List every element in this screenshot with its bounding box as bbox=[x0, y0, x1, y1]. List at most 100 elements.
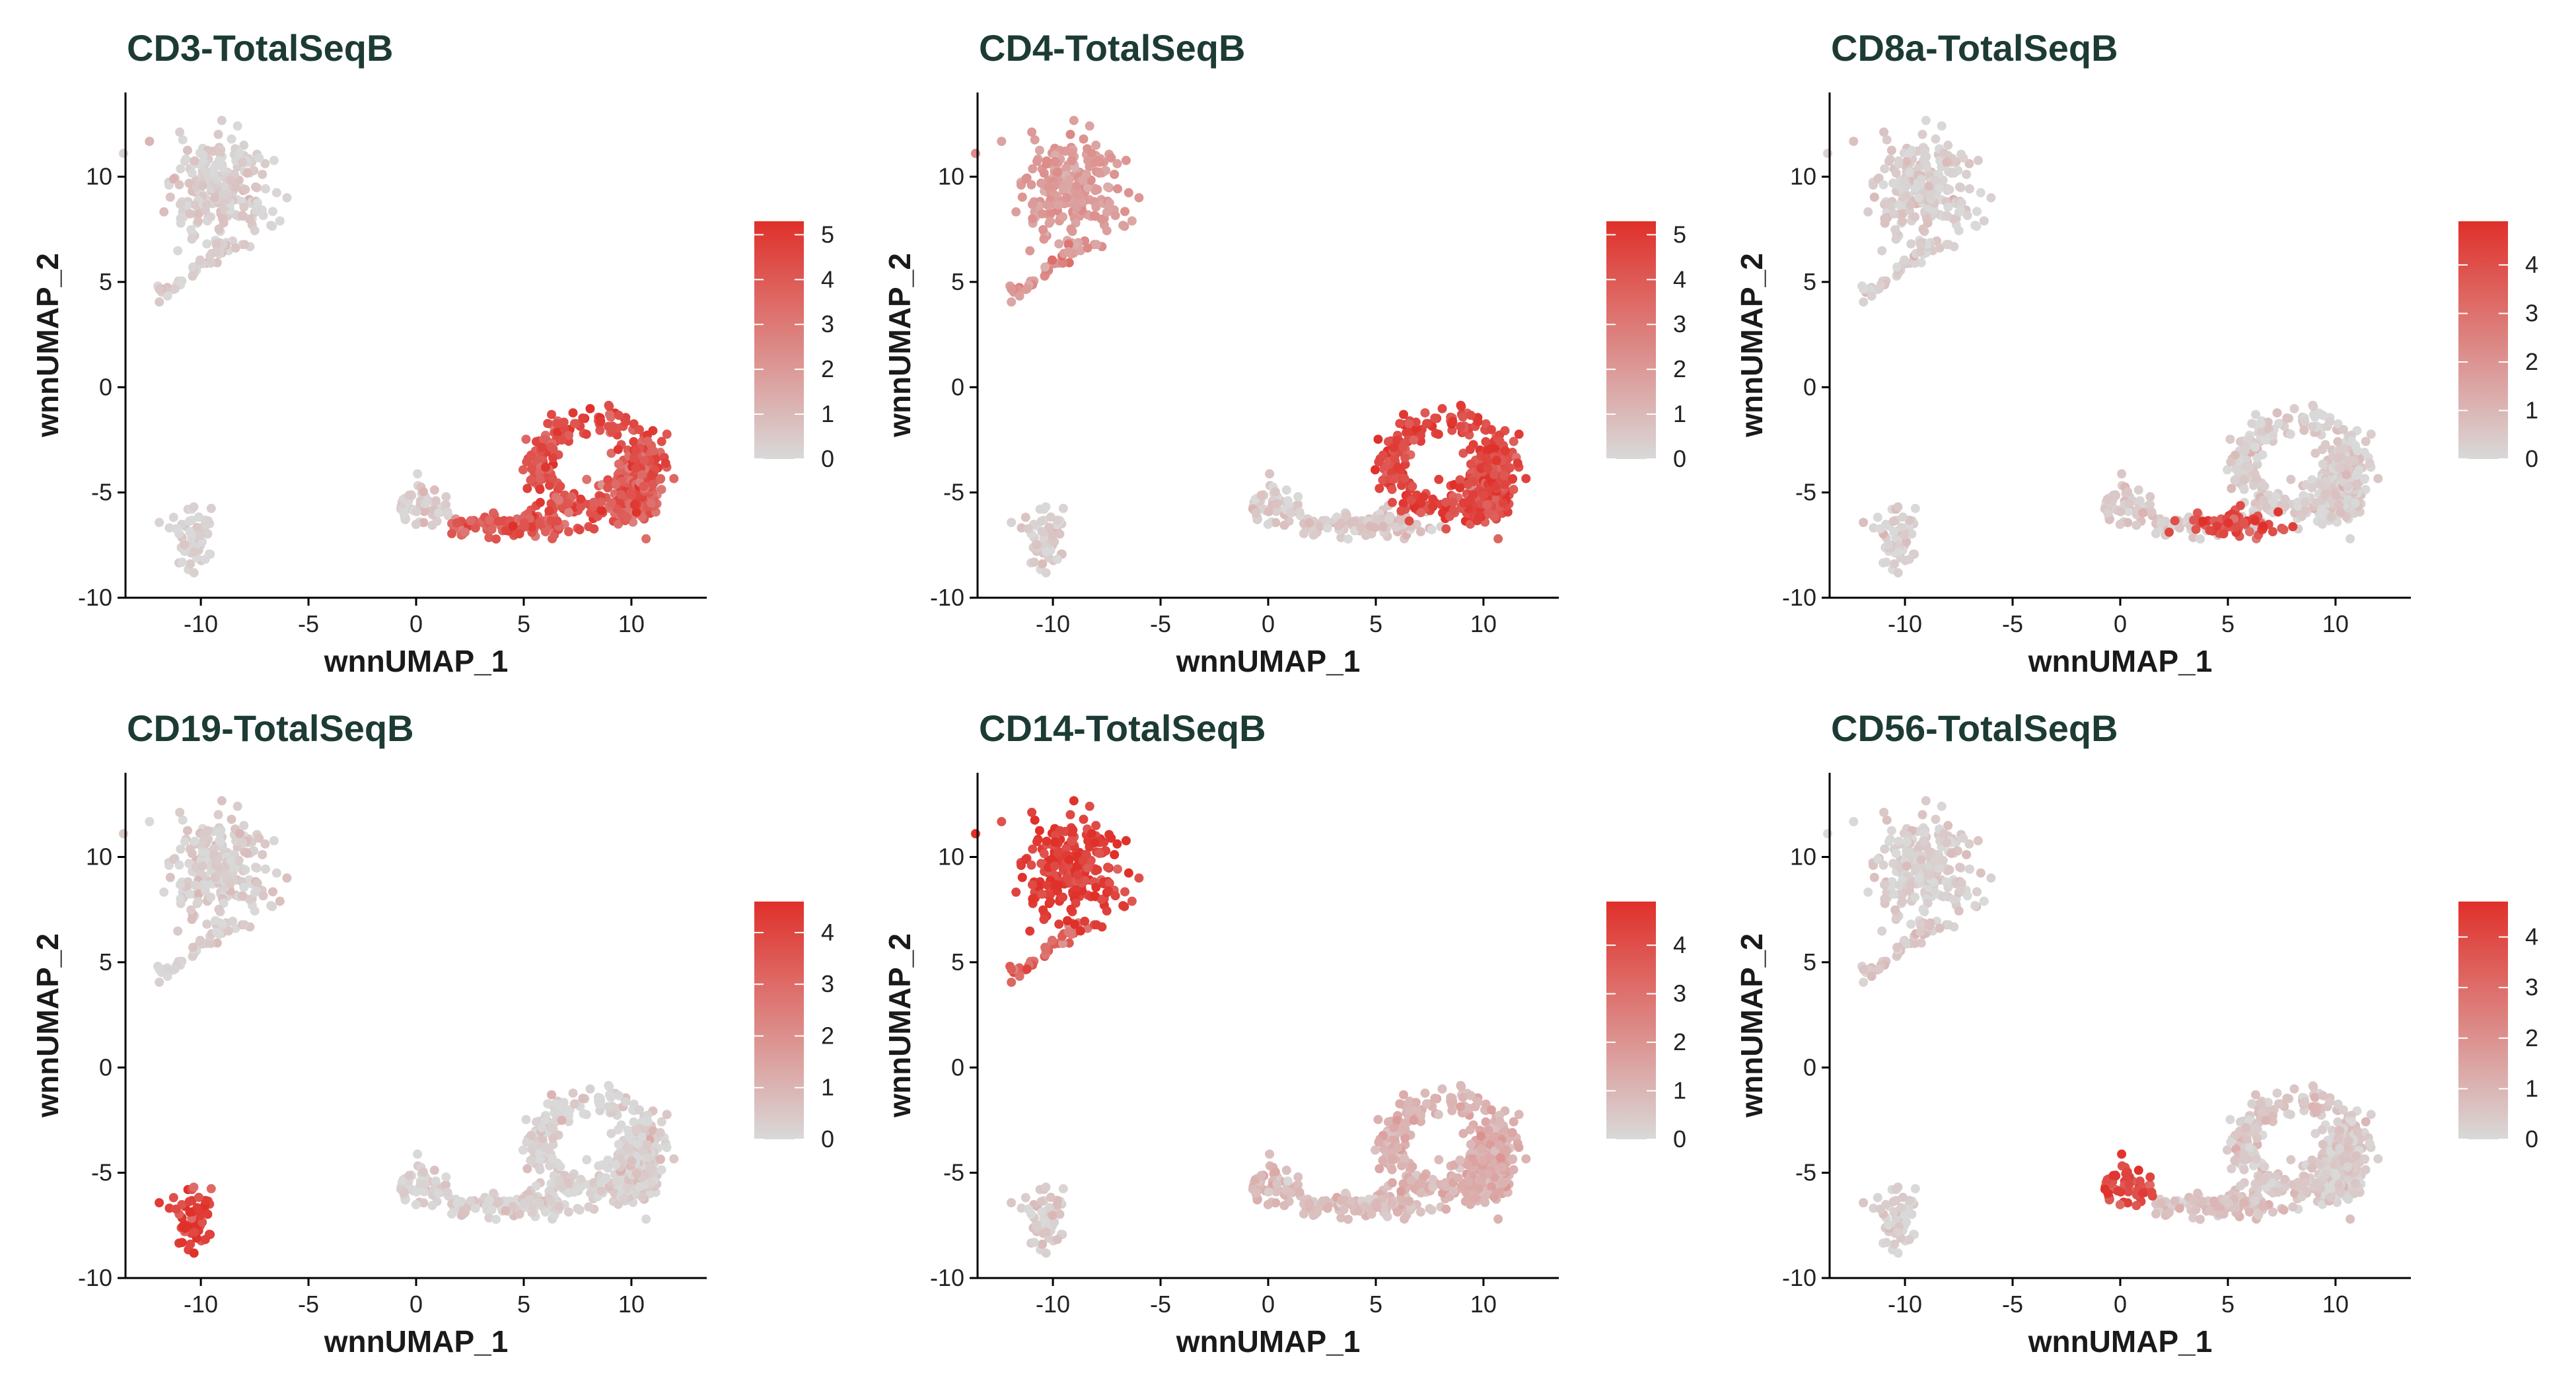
data-point bbox=[1371, 1145, 1380, 1155]
data-point bbox=[1090, 838, 1100, 847]
data-point bbox=[1078, 856, 1088, 865]
data-point bbox=[258, 891, 268, 901]
data-point bbox=[190, 880, 200, 890]
legend-tick-label: 3 bbox=[1673, 980, 1686, 1007]
data-point bbox=[552, 1099, 562, 1109]
data-point bbox=[1456, 1102, 1466, 1112]
data-point bbox=[606, 448, 616, 458]
data-point bbox=[1898, 217, 1908, 227]
data-point bbox=[2310, 412, 2320, 422]
data-point bbox=[1293, 499, 1303, 509]
scatter-points bbox=[971, 116, 1531, 578]
data-point bbox=[1054, 239, 1064, 249]
data-point bbox=[271, 188, 281, 197]
data-point bbox=[646, 498, 656, 508]
y-tick-label: 5 bbox=[99, 948, 112, 976]
data-point bbox=[1400, 474, 1410, 483]
data-point bbox=[1456, 421, 1466, 431]
legend-tick-label: 1 bbox=[2525, 397, 2538, 424]
data-point bbox=[1458, 412, 1468, 422]
data-point bbox=[1373, 435, 1383, 445]
data-point bbox=[596, 1186, 606, 1195]
cluster-b bbox=[155, 1182, 216, 1258]
data-point bbox=[2260, 481, 2270, 491]
cluster-mono bbox=[119, 116, 292, 256]
data-point bbox=[233, 121, 242, 131]
data-point bbox=[1378, 475, 1388, 485]
data-point bbox=[155, 297, 164, 307]
legend-tick-label: 3 bbox=[821, 970, 834, 997]
data-point bbox=[186, 905, 196, 915]
legend-tick-label: 0 bbox=[2525, 445, 2538, 472]
data-point bbox=[1120, 207, 1129, 217]
data-point bbox=[1281, 1165, 1291, 1175]
data-point bbox=[188, 942, 198, 952]
data-point bbox=[1054, 200, 1063, 210]
data-point bbox=[258, 170, 268, 179]
data-point bbox=[1906, 239, 1916, 249]
data-point bbox=[581, 429, 591, 439]
data-point bbox=[441, 492, 451, 502]
data-point bbox=[404, 1170, 414, 1180]
data-point bbox=[1134, 873, 1144, 883]
data-point bbox=[275, 216, 285, 226]
data-point bbox=[399, 1188, 409, 1198]
data-point bbox=[1493, 534, 1503, 544]
data-point bbox=[1910, 503, 1920, 513]
x-axis-title: wnnUMAP_1 bbox=[2028, 644, 2213, 678]
data-point bbox=[1041, 1248, 1051, 1258]
data-point bbox=[629, 500, 639, 510]
data-point bbox=[1264, 1187, 1273, 1197]
data-point bbox=[2219, 529, 2229, 539]
data-point bbox=[1036, 516, 1046, 526]
cluster-t_low bbox=[1299, 510, 1409, 544]
data-point bbox=[119, 829, 128, 839]
data-point bbox=[1312, 1207, 1322, 1217]
legend-tick-label: 4 bbox=[1673, 266, 1686, 293]
data-point bbox=[1091, 820, 1101, 830]
data-point bbox=[443, 507, 452, 517]
data-point bbox=[626, 1156, 636, 1166]
data-point bbox=[540, 1207, 550, 1217]
data-point bbox=[1066, 904, 1076, 914]
x-tick-label: 5 bbox=[517, 1291, 530, 1318]
data-point bbox=[1055, 529, 1065, 539]
data-point bbox=[192, 522, 202, 532]
data-point bbox=[221, 190, 231, 199]
data-point bbox=[1476, 1131, 1486, 1141]
data-point bbox=[1103, 182, 1112, 192]
data-point bbox=[1428, 1174, 1438, 1184]
data-point bbox=[1473, 417, 1483, 427]
data-point bbox=[1917, 129, 1927, 139]
data-point bbox=[1065, 129, 1075, 139]
data-point bbox=[1361, 530, 1371, 540]
data-point bbox=[260, 159, 270, 168]
data-point bbox=[1053, 847, 1062, 857]
data-point bbox=[1085, 801, 1094, 811]
legend-tick-label: 4 bbox=[2525, 251, 2538, 278]
data-point bbox=[1458, 1092, 1468, 1102]
data-point bbox=[1265, 469, 1275, 479]
data-point bbox=[162, 291, 172, 301]
data-point bbox=[1054, 919, 1064, 929]
data-point bbox=[269, 836, 279, 845]
data-point bbox=[1042, 880, 1052, 890]
data-point bbox=[1499, 471, 1509, 481]
data-point bbox=[1293, 492, 1303, 502]
data-point bbox=[226, 176, 236, 185]
data-point bbox=[411, 507, 421, 516]
data-point bbox=[540, 435, 550, 445]
data-point bbox=[544, 506, 554, 516]
x-tick-label: 0 bbox=[1262, 610, 1275, 637]
data-point bbox=[1251, 508, 1261, 518]
data-point bbox=[2151, 528, 2161, 538]
data-point bbox=[1336, 518, 1346, 528]
data-point bbox=[606, 412, 616, 422]
data-point bbox=[155, 518, 164, 527]
panel-4: CD19-TotalSeqB-10 -5 0 5 10-10-50510wnnUMAP_… bbox=[30, 707, 834, 1359]
data-point bbox=[1321, 516, 1331, 526]
data-point bbox=[1378, 1155, 1388, 1165]
